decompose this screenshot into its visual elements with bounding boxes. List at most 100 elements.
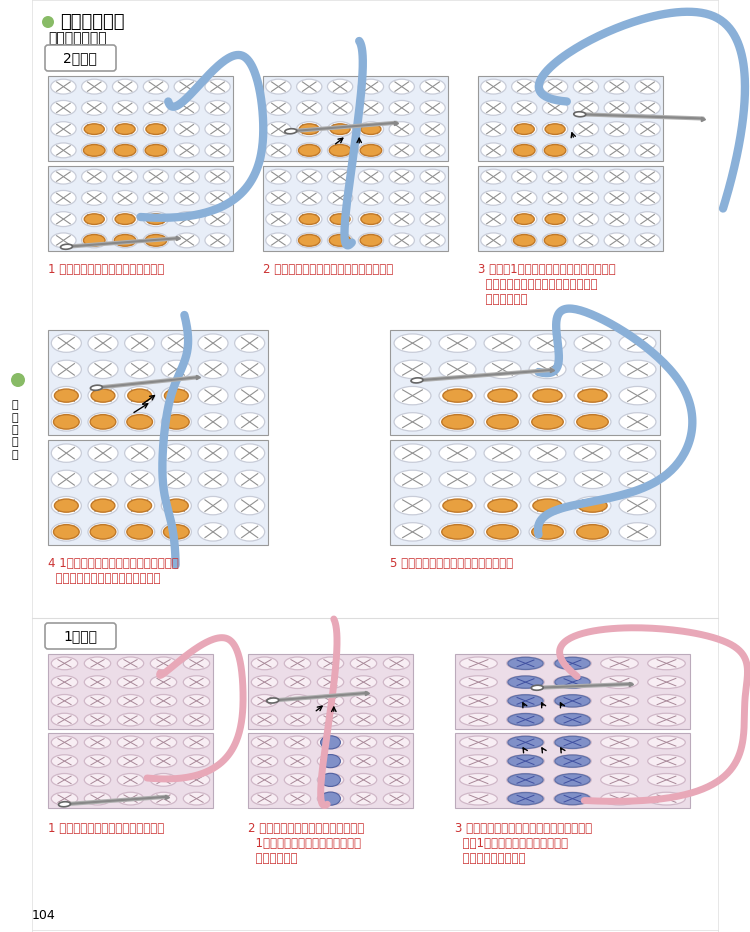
Ellipse shape bbox=[150, 792, 177, 805]
Ellipse shape bbox=[88, 497, 118, 514]
Ellipse shape bbox=[554, 755, 591, 767]
Ellipse shape bbox=[488, 389, 518, 403]
Ellipse shape bbox=[442, 389, 472, 403]
Text: 2段ごと: 2段ごと bbox=[63, 51, 97, 65]
Ellipse shape bbox=[84, 124, 104, 134]
Bar bbox=[478, 166, 663, 251]
Ellipse shape bbox=[55, 389, 78, 403]
Ellipse shape bbox=[251, 713, 278, 726]
Ellipse shape bbox=[328, 79, 352, 94]
Ellipse shape bbox=[574, 523, 611, 541]
Ellipse shape bbox=[460, 792, 497, 805]
Ellipse shape bbox=[328, 101, 352, 116]
Ellipse shape bbox=[358, 170, 383, 184]
Ellipse shape bbox=[84, 736, 111, 748]
Ellipse shape bbox=[205, 79, 230, 94]
Ellipse shape bbox=[161, 444, 191, 462]
Ellipse shape bbox=[420, 122, 446, 137]
Ellipse shape bbox=[84, 213, 104, 225]
Ellipse shape bbox=[198, 360, 228, 378]
Ellipse shape bbox=[507, 774, 544, 787]
Ellipse shape bbox=[350, 676, 376, 689]
Ellipse shape bbox=[573, 79, 598, 94]
Ellipse shape bbox=[328, 170, 352, 184]
Ellipse shape bbox=[635, 122, 660, 137]
Ellipse shape bbox=[174, 143, 200, 158]
Ellipse shape bbox=[514, 124, 534, 134]
Ellipse shape bbox=[328, 190, 352, 205]
Ellipse shape bbox=[161, 497, 191, 514]
Ellipse shape bbox=[266, 170, 291, 184]
Ellipse shape bbox=[328, 212, 352, 226]
Ellipse shape bbox=[545, 124, 565, 134]
Ellipse shape bbox=[481, 79, 506, 94]
Ellipse shape bbox=[512, 190, 537, 205]
Ellipse shape bbox=[573, 170, 598, 184]
Ellipse shape bbox=[127, 415, 152, 429]
Ellipse shape bbox=[439, 387, 476, 404]
Ellipse shape bbox=[296, 212, 322, 226]
Ellipse shape bbox=[329, 144, 351, 157]
Ellipse shape bbox=[529, 444, 566, 462]
Ellipse shape bbox=[82, 190, 107, 205]
Ellipse shape bbox=[394, 413, 431, 432]
Ellipse shape bbox=[604, 143, 629, 158]
Ellipse shape bbox=[115, 213, 135, 225]
Ellipse shape bbox=[146, 235, 166, 246]
Ellipse shape bbox=[507, 755, 544, 767]
Bar bbox=[248, 733, 413, 808]
Ellipse shape bbox=[91, 499, 115, 513]
Ellipse shape bbox=[112, 79, 138, 94]
Ellipse shape bbox=[389, 170, 415, 184]
Ellipse shape bbox=[555, 755, 590, 767]
Ellipse shape bbox=[512, 79, 537, 94]
Ellipse shape bbox=[266, 101, 291, 116]
Ellipse shape bbox=[460, 676, 497, 689]
Ellipse shape bbox=[555, 792, 590, 804]
Ellipse shape bbox=[542, 233, 568, 248]
Ellipse shape bbox=[648, 676, 686, 689]
Ellipse shape bbox=[529, 470, 566, 488]
Ellipse shape bbox=[507, 657, 544, 670]
Ellipse shape bbox=[284, 713, 310, 726]
Ellipse shape bbox=[53, 415, 80, 429]
Ellipse shape bbox=[484, 334, 521, 352]
Ellipse shape bbox=[601, 657, 638, 670]
Ellipse shape bbox=[235, 387, 265, 404]
Ellipse shape bbox=[161, 470, 191, 488]
Ellipse shape bbox=[235, 413, 265, 432]
Ellipse shape bbox=[296, 170, 322, 184]
Ellipse shape bbox=[198, 444, 228, 462]
Ellipse shape bbox=[84, 755, 111, 767]
Ellipse shape bbox=[411, 377, 423, 383]
Ellipse shape bbox=[161, 523, 191, 541]
Ellipse shape bbox=[573, 143, 598, 158]
Ellipse shape bbox=[619, 497, 656, 514]
Ellipse shape bbox=[51, 387, 81, 404]
Ellipse shape bbox=[143, 233, 169, 248]
Bar bbox=[455, 733, 690, 808]
Ellipse shape bbox=[508, 694, 543, 707]
Ellipse shape bbox=[545, 213, 565, 225]
Ellipse shape bbox=[320, 735, 340, 749]
Ellipse shape bbox=[51, 523, 81, 541]
Ellipse shape bbox=[235, 360, 265, 378]
Ellipse shape bbox=[284, 755, 310, 767]
Ellipse shape bbox=[481, 122, 506, 137]
Ellipse shape bbox=[507, 792, 544, 805]
Ellipse shape bbox=[604, 170, 629, 184]
Ellipse shape bbox=[389, 190, 415, 205]
Ellipse shape bbox=[420, 79, 446, 94]
Ellipse shape bbox=[114, 144, 136, 157]
Ellipse shape bbox=[84, 792, 111, 805]
Ellipse shape bbox=[51, 694, 78, 707]
Ellipse shape bbox=[251, 657, 278, 670]
Ellipse shape bbox=[251, 755, 278, 767]
Ellipse shape bbox=[648, 736, 686, 748]
Ellipse shape bbox=[251, 694, 278, 707]
Ellipse shape bbox=[183, 657, 210, 670]
Bar bbox=[48, 654, 213, 729]
Ellipse shape bbox=[529, 413, 566, 432]
Ellipse shape bbox=[143, 212, 169, 226]
Ellipse shape bbox=[82, 122, 107, 137]
